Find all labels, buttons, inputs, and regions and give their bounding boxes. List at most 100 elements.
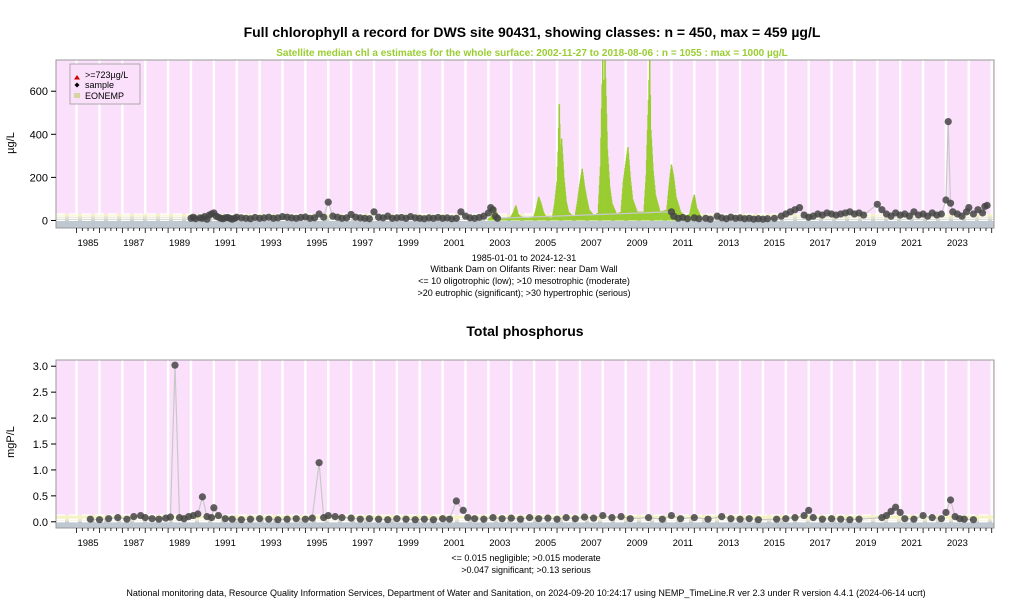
sample-point (658, 515, 666, 523)
sample-point (704, 515, 712, 523)
x-tick-label: 2021 (901, 238, 922, 249)
x-tick-label: 1991 (215, 238, 236, 249)
sample-point (155, 515, 163, 523)
sample-point (544, 514, 552, 522)
sample-point (320, 213, 328, 221)
legend-sample-diamond-icon (74, 82, 80, 88)
legend-eonemp-swatch-icon (74, 93, 80, 98)
sample-point (882, 511, 891, 520)
sample-point (148, 515, 156, 523)
sample-point (498, 515, 506, 523)
x-tick-label: 1987 (123, 538, 144, 549)
x-tick-label: 2009 (627, 238, 648, 249)
x-tick-label: 2003 (489, 238, 510, 249)
y-tick-label: 3.0 (33, 361, 48, 373)
x-tick-label: 1993 (260, 238, 281, 249)
sample-point (166, 513, 174, 521)
chlorophyll-plot-panel: 0 200 400 600 1985 1987 1989 1991 1993 1995 1997 19… (30, 59, 995, 249)
legend-red-triangle-icon (74, 75, 80, 80)
sample-point (459, 506, 467, 514)
sample-point (525, 514, 534, 522)
x-tick-label: 2015 (764, 238, 785, 249)
sample-point (171, 361, 179, 369)
x-tick-label: 1989 (169, 238, 190, 249)
sample-point (695, 215, 703, 223)
y-tick-label: 1.5 (33, 439, 48, 451)
sample-point (402, 515, 410, 523)
trophic-class-band (56, 519, 994, 521)
sample-point (365, 215, 374, 223)
x-tick-label: 2011 (673, 238, 693, 249)
y-tick-label: 400 (30, 129, 48, 141)
sample-point (331, 512, 339, 521)
caption-p-class-1: <= 0.015 negligible; >0.015 moderate (451, 553, 600, 563)
x-tick-label: 1995 (306, 538, 327, 549)
chart1-y-axis-label: µg/L (5, 132, 17, 154)
sample-point (95, 516, 104, 524)
plot-background (56, 60, 994, 228)
caption-site: Witbank Dam on Olifants River: near Dam … (430, 264, 617, 274)
sample-point (809, 514, 817, 522)
sample-point (315, 459, 323, 467)
sample-point (493, 214, 502, 222)
x-tick-label: 1997 (352, 238, 373, 249)
x-tick-label: 2017 (810, 238, 831, 249)
sample-point (846, 516, 854, 524)
x-tick-label: 1985 (77, 538, 98, 549)
sample-point (283, 515, 291, 523)
sample-point (221, 515, 229, 523)
sample-point (599, 511, 607, 520)
sample-point (859, 211, 868, 219)
x-tick-label: 2015 (764, 538, 785, 549)
sample-point (946, 199, 955, 207)
sample-point (873, 200, 881, 208)
x-tick-label: 2007 (581, 238, 602, 249)
sample-point (827, 515, 836, 523)
sample-point (736, 515, 744, 523)
x-tick-label: 2009 (627, 538, 648, 549)
sample-point (324, 198, 332, 206)
sample-point (690, 514, 698, 522)
sample-point (130, 512, 138, 521)
sample-point (676, 515, 685, 523)
x-tick-label: 2023 (947, 538, 968, 549)
sample-point (198, 493, 207, 501)
x-tick-label: 2023 (947, 238, 968, 249)
sample-point (919, 511, 927, 520)
x-tick-label: 1989 (169, 538, 190, 549)
caption-p-class-2: >0.047 significant; >0.13 serious (461, 565, 591, 575)
caption-class-1: <= 10 oligotrophic (low); >10 mesotrophi… (418, 276, 630, 286)
sample-point (207, 514, 216, 522)
sample-point (800, 511, 808, 520)
sample-point (960, 515, 968, 523)
sample-point (818, 515, 827, 523)
sample-point (958, 212, 966, 220)
sample-point (439, 515, 447, 523)
sample-point (324, 511, 332, 520)
phosphorus-plot-panel: 0.0 0.5 1.0 1.5 2.0 2.5 3.0 1985 1987 1989 1991 199… (33, 359, 995, 549)
sample-point (464, 514, 472, 522)
sample-point (393, 515, 401, 523)
sample-point (754, 516, 762, 524)
sample-point (265, 515, 273, 523)
x-tick-label: 2011 (673, 538, 693, 549)
sample-point (773, 515, 781, 523)
sample-point (763, 215, 772, 223)
sample-point (86, 515, 94, 523)
sample-point (507, 514, 515, 522)
y-tick-label: 200 (30, 172, 48, 184)
y-tick-label: 2.5 (33, 387, 48, 399)
x-tick-label: 2005 (535, 538, 556, 549)
x-tick-label: 1997 (352, 538, 373, 549)
x-tick-label: 2013 (718, 238, 739, 249)
sample-point (489, 206, 497, 214)
legend-entry-max: >=723µg/L (85, 70, 128, 80)
sample-point (562, 514, 570, 522)
footer-credit: National monitoring data, Resource Quali… (126, 588, 925, 598)
sample-point (123, 515, 131, 523)
y-tick-label: 0 (42, 215, 48, 227)
sample-point (384, 516, 392, 524)
sample-point (141, 514, 149, 522)
sample-point (237, 516, 245, 524)
sample-point (274, 516, 282, 524)
